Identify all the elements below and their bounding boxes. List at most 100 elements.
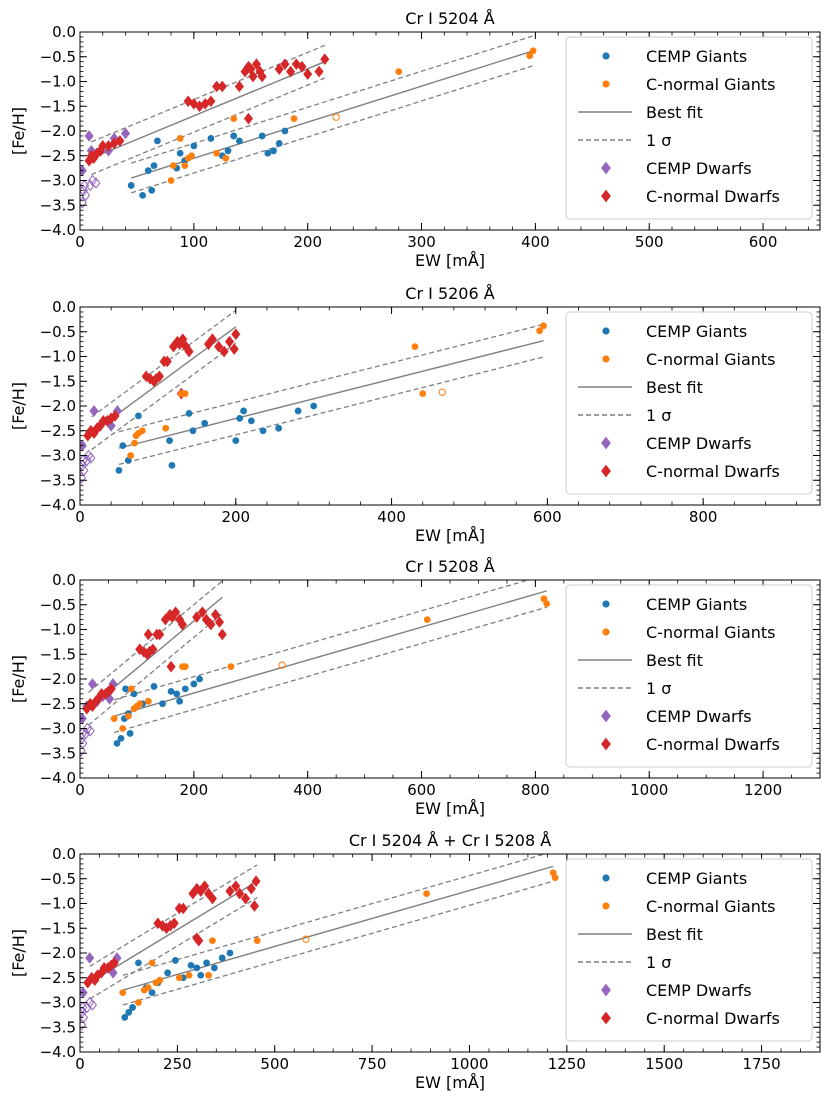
cnormal-giant-open-point (438, 388, 446, 396)
best-fit-line (89, 880, 258, 984)
x-tick-label: 1500 (645, 1055, 683, 1073)
y-tick-label: −3.0 (40, 994, 76, 1012)
cnormal-giant-point (110, 715, 118, 722)
cemp-giant-point (240, 407, 247, 415)
cnormal-dwarf-point (286, 65, 296, 78)
cemp-giant-point (126, 730, 134, 737)
y-tick-label: −1.0 (40, 621, 76, 639)
cnormal-dwarf-point (115, 135, 125, 147)
x-tick-label: 300 (407, 233, 436, 251)
cemp-giant-point (122, 685, 129, 693)
y-tick-label: −4.0 (40, 769, 76, 787)
sigma-line (89, 864, 258, 967)
cemp-giant-point (181, 685, 189, 693)
y-axis-label: [Fe/H] (9, 929, 28, 977)
y-axis-label: [Fe/H] (9, 382, 28, 430)
cemp-giant-point (189, 427, 197, 435)
cemp-giant-point (190, 142, 198, 150)
legend-box (565, 858, 813, 1042)
best-fit-line (113, 590, 547, 717)
legend: CEMP Giants C-normal Giants Best fit 1 σ CEM… (565, 584, 813, 768)
cnormal-giant-point (181, 162, 189, 170)
cnormal-giant-point (167, 177, 175, 184)
cemp-giant-point (264, 149, 272, 157)
cemp-giant-point (247, 417, 255, 425)
cnormal-giant-open-point (278, 661, 286, 669)
legend-marker (601, 709, 611, 723)
x-tick-label: 600 (749, 233, 778, 251)
cemp-giant-point (119, 442, 127, 449)
cemp-giant-point (113, 739, 121, 747)
plot-area (80, 580, 551, 757)
cnormal-dwarf-point (178, 333, 188, 345)
legend-label: C-normal Dwarfs (646, 187, 780, 206)
legend-label: CEMP Giants (646, 595, 747, 614)
legend-label: Best fit (646, 103, 703, 122)
x-tick-label: 400 (521, 233, 550, 251)
cemp-giant-point (203, 959, 210, 967)
legend-marker (602, 52, 610, 60)
sigma-line (118, 356, 544, 466)
legend-label: 1 σ (646, 406, 671, 425)
cnormal-dwarf-point (109, 957, 119, 969)
cnormal-dwarf-point (154, 370, 164, 383)
x-tick-label: 200 (221, 508, 250, 526)
cemp-giant-point (207, 135, 215, 142)
cemp-giant-point (144, 167, 152, 175)
cnormal-giant-point (188, 152, 195, 160)
cnormal-giant-point (213, 149, 221, 157)
legend-marker (602, 327, 610, 335)
legend-marker (601, 436, 611, 450)
cemp-giant-point (164, 969, 172, 977)
y-tick-label: −2.5 (40, 969, 76, 987)
y-axis-label: [Fe/H] (9, 655, 28, 703)
cemp-giant-point (176, 697, 184, 705)
sigma-line (122, 854, 547, 976)
cemp-giant-point (135, 959, 142, 967)
axes-frame (79, 853, 821, 1053)
cnormal-dwarf-point (169, 917, 179, 930)
y-tick-label: 0.0 (52, 298, 76, 316)
y-tick-label: −3.0 (40, 720, 76, 738)
legend-marker (601, 161, 611, 175)
cnormal-dwarf-point (257, 70, 267, 83)
cemp-dwarf-point (89, 405, 99, 417)
legend-label: CEMP Dwarfs (646, 707, 752, 726)
y-tick-label: −3.5 (40, 1018, 76, 1036)
chart-panel-3: Cr I 5208 Å 0 200 400 600 800 1000 1200 −4.0 −3.5… (9, 557, 821, 818)
axes-frame (79, 306, 821, 506)
legend-box (565, 584, 813, 768)
legend-label: C-normal Giants (646, 350, 776, 369)
cemp-giant-point (236, 414, 244, 422)
cemp-giant-point (275, 139, 283, 147)
cnormal-giant-point (175, 974, 183, 982)
cnormal-dwarf-point (183, 95, 193, 108)
cnormal-giant-point (119, 725, 127, 732)
cemp-giant-point (148, 989, 156, 996)
cnormal-dwarf-point (251, 58, 261, 70)
sigma-line (131, 35, 534, 164)
legend-label: Best fit (646, 925, 703, 944)
legend-label: C-normal Dwarfs (646, 462, 780, 481)
cemp-giant-point (187, 961, 195, 969)
y-tick-label: −1.5 (40, 372, 76, 390)
cnormal-giant-point (411, 343, 419, 350)
cnormal-giant-point (205, 971, 212, 979)
cemp-giant-point (167, 687, 175, 695)
cnormal-giant-point (253, 937, 261, 945)
cnormal-giant-point (222, 154, 230, 162)
y-tick-label: −3.0 (40, 172, 76, 190)
x-tick-label: 1200 (744, 781, 782, 799)
cnormal-dwarf-point (214, 616, 224, 628)
axis-ticks: 0 200 400 600 800 1000 1200 −4.0 −3.5 −3.0 −2.5 −2.… (40, 571, 821, 799)
legend-label: CEMP Dwarfs (646, 159, 752, 178)
chart-panel-2: Cr I 5206 Å 0 200 400 600 800 −4.0 −3.5 −3.0 −2.5… (9, 284, 821, 545)
y-axis-label: [Fe/H] (9, 107, 28, 155)
cnormal-giant-point (395, 68, 403, 75)
cnormal-dwarf-point (225, 335, 235, 348)
cnormal-dwarf-point (143, 628, 153, 641)
cnormal-dwarf-point (148, 643, 158, 656)
plot-area (80, 309, 547, 484)
cnormal-giant-point (423, 616, 431, 623)
